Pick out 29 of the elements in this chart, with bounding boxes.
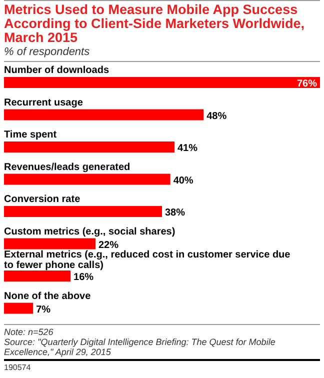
y-tick-label: None of the above xyxy=(4,290,92,302)
chart-subtitle: % of respondents xyxy=(4,46,320,62)
bar xyxy=(4,77,320,88)
bar xyxy=(4,206,162,217)
y-tick-label: Revenues/leads generated xyxy=(4,162,130,173)
bar xyxy=(4,174,170,185)
source-note: Source: "Quarterly Digital Intelligence Briefing: The Quest for Mobile Excellence," April 29, 2015 xyxy=(4,337,276,357)
data-label: 48% xyxy=(206,110,227,122)
bar xyxy=(4,302,34,314)
data-label: 76% xyxy=(296,78,318,90)
bar xyxy=(4,109,204,120)
bar xyxy=(4,270,71,282)
data-label: 41% xyxy=(177,143,198,154)
y-tick-label: Conversion rate xyxy=(4,194,81,205)
y-tick-label: Time spent xyxy=(4,130,58,140)
text: Note: n=526 xyxy=(4,327,54,337)
y-tick-label: Custom metrics (e.g., social shares) xyxy=(4,226,176,238)
data-label: 7% xyxy=(36,304,51,316)
bar xyxy=(4,142,174,152)
data-label: 40% xyxy=(173,175,194,186)
y-tick-label: External metrics (e.g., reduced cost in customer service due to fewer phone calls) xyxy=(4,250,291,271)
data-label: 38% xyxy=(165,208,186,218)
chart-title: Metrics Used to Measure Mobile App Success According to Client-Side Marketers Worldwide, March 2015 xyxy=(4,2,306,45)
y-tick-label: Number of downloads xyxy=(4,65,110,76)
y-tick-label: Recurrent usage xyxy=(4,97,84,108)
data-label: 16% xyxy=(74,272,94,283)
bar xyxy=(4,238,96,250)
data-label: 22% xyxy=(98,240,119,251)
text: 190574 xyxy=(4,359,320,372)
